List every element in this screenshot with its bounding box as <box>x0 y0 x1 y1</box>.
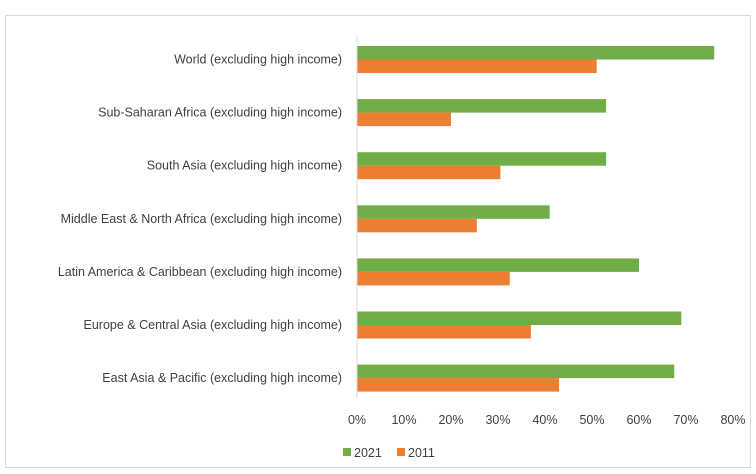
bar-2011-3 <box>357 218 477 233</box>
x-tick-labels: 0% 10% 20% 30% 40% 50% 60% 70% 80% <box>348 413 746 427</box>
x-tick-label: 50% <box>579 413 604 427</box>
bar-2021-1 <box>357 99 607 113</box>
category-label: World (excluding high income) <box>174 53 342 67</box>
bar-2021-3 <box>357 205 550 219</box>
x-tick-label: 40% <box>532 413 557 427</box>
bar-2021-5 <box>357 311 682 325</box>
bar-2011-4 <box>357 271 510 286</box>
bar-2021-4 <box>357 258 639 272</box>
legend-swatch-2011 <box>397 448 405 456</box>
x-tick-label: 20% <box>438 413 463 427</box>
category-label: East Asia & Pacific (excluding high inco… <box>102 371 342 385</box>
legend: 2021 2011 <box>343 446 435 460</box>
category-label: Europe & Central Asia (excluding high in… <box>84 318 342 332</box>
legend-swatch-2021 <box>343 448 351 456</box>
bars <box>357 46 715 392</box>
bar-2011-5 <box>357 325 531 339</box>
x-tick-label: 80% <box>720 413 745 427</box>
x-tick-label: 10% <box>391 413 416 427</box>
legend-label-2021: 2021 <box>354 446 382 460</box>
bar-2021-2 <box>357 152 607 166</box>
legend-label-2011: 2011 <box>408 446 435 460</box>
bar-2011-2 <box>357 165 501 180</box>
category-label: Middle East & North Africa (excluding hi… <box>61 212 342 226</box>
chart-frame <box>5 15 751 468</box>
bar-2021-6 <box>357 364 675 379</box>
x-tick-label: 70% <box>673 413 698 427</box>
bar-2011-6 <box>357 378 560 392</box>
category-label: Latin America & Caribbean (excluding hig… <box>58 265 342 279</box>
x-tick-label: 60% <box>626 413 651 427</box>
category-label: South Asia (excluding high income) <box>147 159 342 173</box>
x-tick-label: 0% <box>348 413 366 427</box>
category-label: Sub-Saharan Africa (excluding high incom… <box>98 106 342 120</box>
bar-2011-0 <box>357 59 597 73</box>
category-labels: World (excluding high income) Sub-Saharan… <box>58 53 342 386</box>
bar-2011-1 <box>357 112 451 127</box>
bar-2021-0 <box>357 46 715 60</box>
x-tick-label: 30% <box>485 413 510 427</box>
